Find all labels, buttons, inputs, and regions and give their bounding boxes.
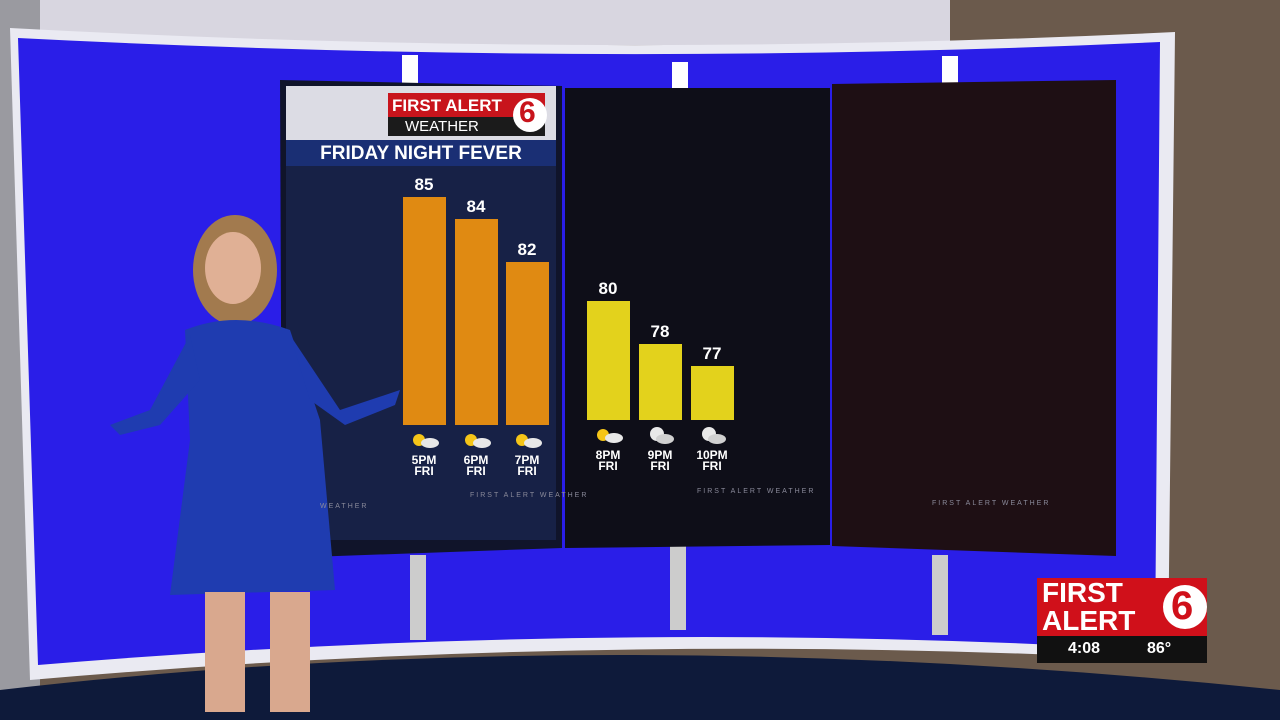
bug-line2: ALERT <box>1042 605 1136 636</box>
leg <box>270 592 310 712</box>
x-tick-label: 8PM FRI <box>595 448 621 473</box>
x-tick-label: 10PM FRI <box>696 448 728 473</box>
bar <box>402 197 446 425</box>
value-label: 77 <box>702 343 722 363</box>
bug-dark <box>1037 636 1207 663</box>
value-label: 82 <box>517 240 537 260</box>
x-tick-label: 5PM FRI <box>411 453 437 478</box>
x-tick-label: 7PM FRI <box>514 453 540 478</box>
dress <box>170 320 335 595</box>
icon-part <box>605 433 623 443</box>
bug-temperature: 86° <box>1147 640 1172 657</box>
logo-number: 6 <box>519 96 536 129</box>
bar <box>454 218 498 425</box>
post <box>410 555 426 640</box>
bar <box>638 344 682 420</box>
face <box>205 232 261 304</box>
logo-bottom: WEATHER <box>405 118 479 135</box>
value-label: 80 <box>598 278 618 298</box>
logo-circle <box>513 98 547 132</box>
chart-title: FRIDAY NIGHT FEVER <box>320 143 522 164</box>
bar <box>505 262 549 425</box>
icon-part <box>708 434 726 444</box>
floor <box>0 655 1280 720</box>
bar <box>586 300 630 420</box>
title-band <box>286 140 556 166</box>
watermark: FIRST ALERT WEATHER <box>932 500 1051 507</box>
icon-part <box>473 438 491 448</box>
leg <box>205 592 245 712</box>
value-label: 84 <box>466 196 486 216</box>
arm <box>110 335 200 435</box>
logo-top: FIRST ALERT <box>392 96 502 115</box>
icon-part <box>421 438 439 448</box>
post <box>670 545 686 630</box>
bug-number: 6 <box>1171 584 1194 628</box>
x-tick-label: 9PM FRI <box>647 448 673 473</box>
screen <box>832 80 1116 556</box>
arm <box>290 335 400 425</box>
post <box>672 62 688 88</box>
watermark: FIRST ALERT WEATHER <box>470 492 589 499</box>
weather-icons <box>413 427 726 448</box>
post <box>942 56 958 84</box>
bug-line1: FIRST <box>1042 577 1123 608</box>
bar <box>690 365 734 420</box>
post <box>932 555 948 635</box>
logo-dark <box>388 117 545 136</box>
icon-part <box>656 434 674 444</box>
bug-time: 4:08 <box>1068 640 1101 657</box>
x-tick-label: 6PM FRI <box>463 453 489 478</box>
post <box>402 55 418 85</box>
icon-part <box>524 438 542 448</box>
bug-circle <box>1163 585 1207 629</box>
watermark: FIRST ALERT WEATHER <box>697 488 816 495</box>
value-label: 85 <box>414 175 434 195</box>
value-label: 78 <box>650 322 670 342</box>
screen <box>565 88 830 548</box>
watermark: WEATHER <box>320 503 369 510</box>
